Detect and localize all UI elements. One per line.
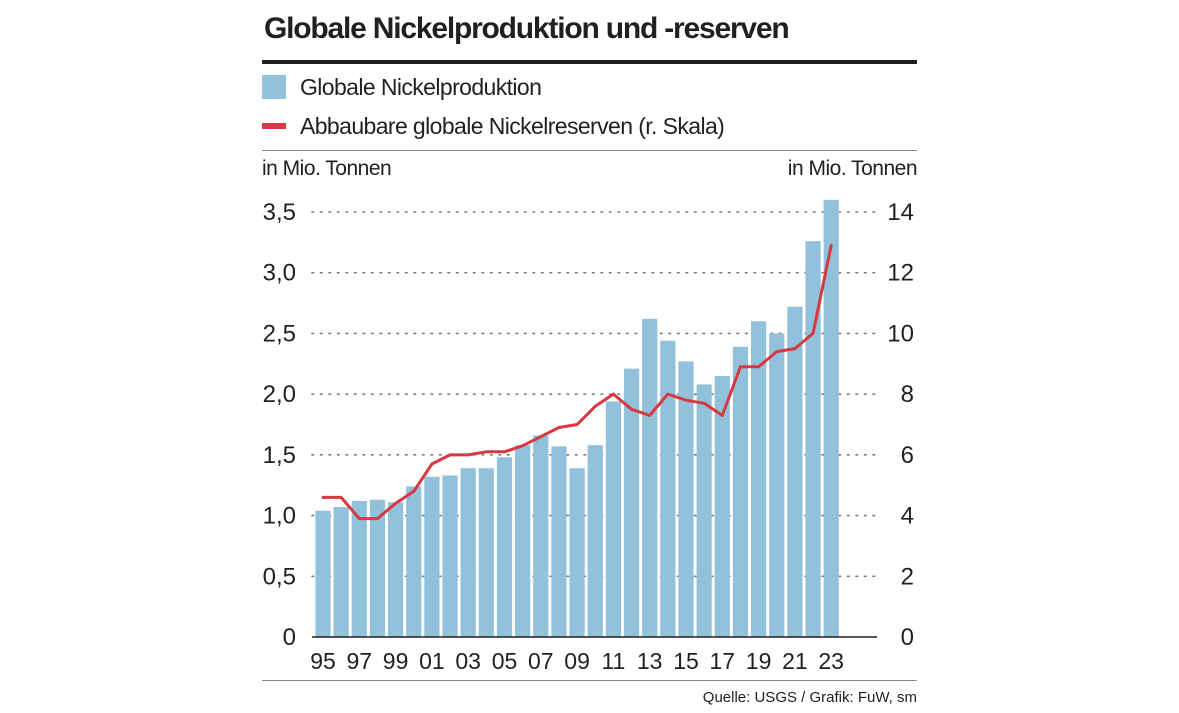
legend-label-production: Globale Nickelproduktion xyxy=(300,73,542,100)
x-tick-label: 23 xyxy=(818,648,844,674)
bar-production-2020 xyxy=(769,333,785,637)
bar-production-2006 xyxy=(515,445,531,637)
source-note: Quelle: USGS / Grafik: FuW, sm xyxy=(702,689,917,706)
chart-title: Globale Nickelproduktion und -reserven xyxy=(264,12,790,45)
legend-label-reserves: Abbaubare globale Nickelreserven (r. Ska… xyxy=(300,112,725,139)
y-right-tick-label: 0 xyxy=(901,624,914,651)
bar-production-2010 xyxy=(587,445,603,637)
bar-production-2000 xyxy=(406,486,422,637)
bar-production-1996 xyxy=(333,507,349,637)
bar-production-1998 xyxy=(369,499,386,637)
bar-production-2004 xyxy=(478,468,494,637)
title-rule xyxy=(262,60,917,64)
y-left-tick-label: 1,5 xyxy=(263,442,296,469)
y-right-tick-label: 8 xyxy=(901,381,914,408)
y-left-tick-label: 3,5 xyxy=(263,199,296,226)
bar-production-1999 xyxy=(388,502,404,637)
bar-production-2016 xyxy=(696,384,712,637)
legend-item-production: Globale Nickelproduktion xyxy=(262,72,542,102)
x-tick-label: 95 xyxy=(310,648,336,674)
bar-production-2008 xyxy=(551,446,567,637)
bar-production-2005 xyxy=(496,457,513,637)
bar-production-2023 xyxy=(823,199,839,637)
bar-production-2021 xyxy=(787,306,803,637)
bar-production-2018 xyxy=(732,346,749,637)
legend-rule xyxy=(262,150,917,151)
x-tick-label: 13 xyxy=(637,648,663,674)
x-tick-label: 15 xyxy=(673,648,699,674)
x-tick-label: 07 xyxy=(528,648,554,674)
bar-production-2012 xyxy=(623,368,640,637)
y-left-tick-label: 2,0 xyxy=(263,381,296,408)
x-tick-label: 21 xyxy=(782,648,808,674)
x-tick-label: 09 xyxy=(564,648,590,674)
x-tick-label: 05 xyxy=(492,648,518,674)
x-tick-label: 01 xyxy=(419,648,445,674)
footer-rule xyxy=(262,680,917,681)
chart-figure: Globale Nickelproduktion und -reserven G… xyxy=(262,0,918,713)
left-axis-unit: in Mio. Tonnen xyxy=(262,157,392,180)
bar-production-2014 xyxy=(660,340,676,637)
bar-production-2017 xyxy=(714,375,730,637)
y-right-tick-label: 14 xyxy=(887,199,914,226)
bar-production-2002 xyxy=(442,475,458,637)
bar-production-1995 xyxy=(315,510,331,637)
line-reserves xyxy=(321,243,833,521)
y-left-tick-label: 0,5 xyxy=(263,563,296,590)
x-tick-label: 99 xyxy=(383,648,409,674)
x-tick-label: 19 xyxy=(746,648,772,674)
y-left-tick-label: 1,0 xyxy=(263,503,296,530)
legend-swatch-line xyxy=(262,123,286,129)
y-right-tick-label: 4 xyxy=(901,503,914,530)
x-tick-label: 03 xyxy=(455,648,481,674)
bar-production-2001 xyxy=(424,476,440,637)
y-right-tick-label: 2 xyxy=(901,563,914,590)
bar-production-2013 xyxy=(642,318,658,637)
bar-production-2015 xyxy=(678,361,694,637)
right-axis-unit: in Mio. Tonnen xyxy=(787,157,918,180)
bar-production-1997 xyxy=(351,501,367,637)
x-tick-label: 97 xyxy=(347,648,373,674)
legend-swatch-bar xyxy=(262,75,286,99)
bar-production-2019 xyxy=(751,321,767,637)
y-right-tick-label: 10 xyxy=(887,320,914,347)
y-left-tick-label: 2,5 xyxy=(263,320,296,347)
y-left-tick-label: 3,0 xyxy=(263,260,296,287)
legend-item-reserves: Abbaubare globale Nickelreserven (r. Ska… xyxy=(262,111,725,141)
y-right-tick-label: 12 xyxy=(887,260,914,287)
bar-production-2011 xyxy=(605,401,621,637)
bar-production-2009 xyxy=(569,468,585,637)
y-right-tick-label: 6 xyxy=(901,442,914,469)
x-tick-label: 11 xyxy=(601,648,625,674)
bar-production-2003 xyxy=(460,468,476,637)
plot-area: 0 0,5 1,0 1,5 2,0 2,5 3,0 3,5 0 2 4 6 8 10 12 14 95 97 99 0… xyxy=(263,199,914,674)
y-left-tick-label: 0 xyxy=(283,624,296,651)
bar-production-2022 xyxy=(805,241,821,637)
x-tick-label: 17 xyxy=(710,648,736,674)
bar-production-2007 xyxy=(533,435,549,637)
